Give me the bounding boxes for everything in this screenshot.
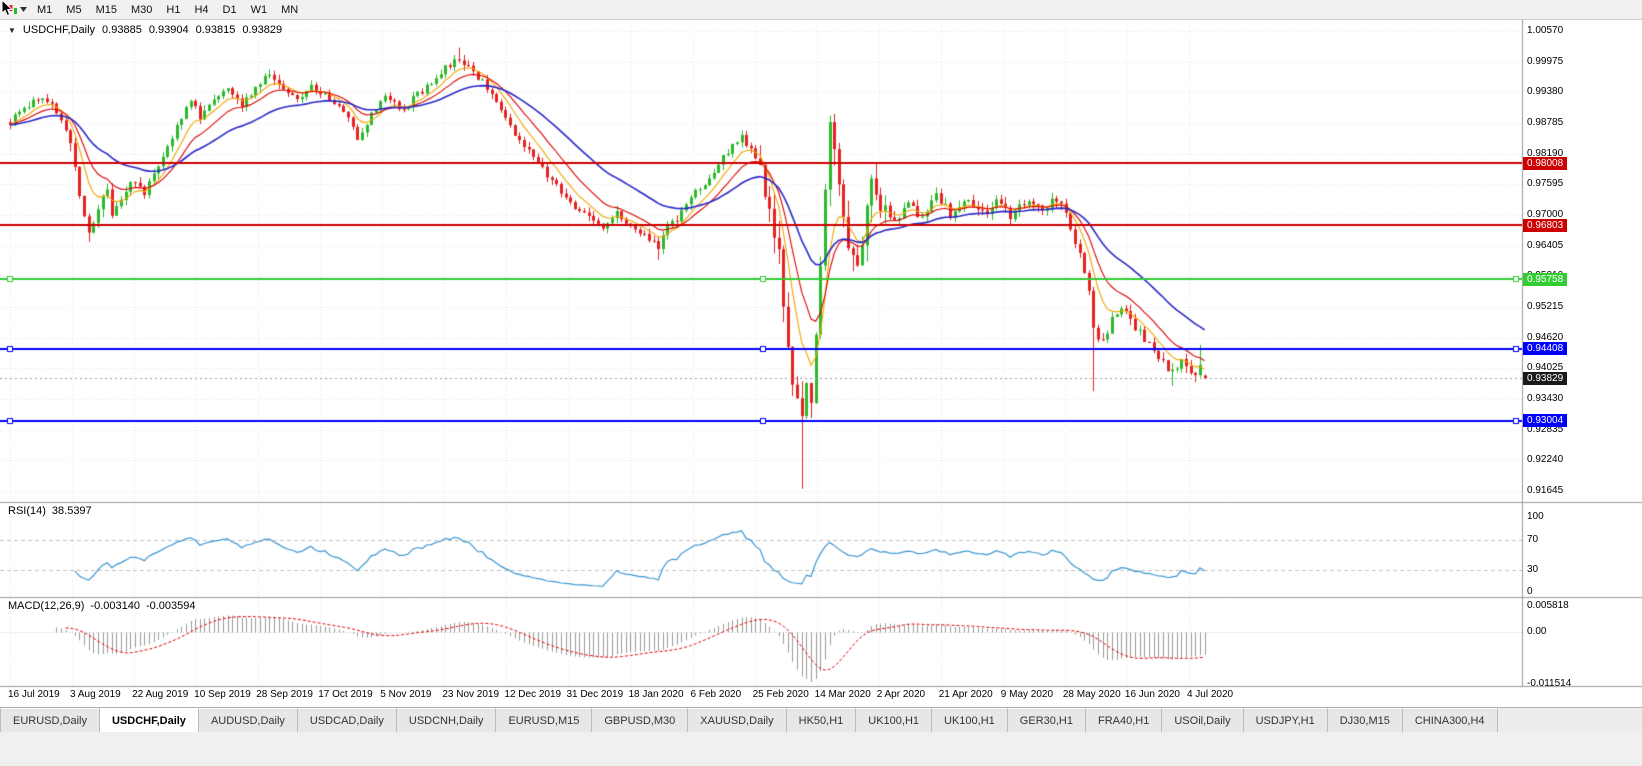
price-axis-label: 0.95215: [1527, 301, 1564, 312]
timeframe-button-w1[interactable]: W1: [250, 3, 268, 16]
ohlc-open: 0.93885: [102, 24, 142, 36]
rsi-value: 38.5397: [51, 505, 92, 517]
date-axis-label: 18 Jan 2020: [628, 689, 684, 700]
chart-tab-gbpusd-m30[interactable]: GBPUSD,M30: [592, 708, 689, 732]
chart-tab-usdcnh-daily[interactable]: USDCNH,Daily: [396, 708, 497, 732]
date-axis-label: 9 May 2020: [1000, 689, 1054, 700]
timeframe-button-m1[interactable]: M1: [37, 3, 53, 16]
chart-tab-fra40-h1[interactable]: FRA40,H1: [1086, 708, 1163, 732]
price-axis-label: 0.97000: [1527, 209, 1564, 220]
price-axis-label: 0.98190: [1527, 147, 1564, 159]
rsi-axis-label: 0: [1527, 586, 1533, 597]
chart-tab-usdjpy-h1[interactable]: USDJPY,H1: [1243, 708, 1328, 732]
rsi-axis-label: 100: [1527, 511, 1544, 522]
timeframe-button-m15[interactable]: M15: [95, 3, 117, 16]
date-axis-label: 10 Sep 2019: [194, 689, 251, 700]
macd-signal-value: -0.003594: [145, 600, 196, 612]
timeframe-button-m5[interactable]: M5: [66, 3, 82, 16]
chart-tab-uk100-h1[interactable]: UK100,H1: [932, 708, 1008, 732]
chart-tab-eurusd-daily[interactable]: EURUSD,Daily: [0, 708, 100, 732]
price-axis-label: 0.93430: [1527, 393, 1564, 404]
macd-label: MACD(12,26,9): [8, 600, 85, 612]
date-axis-label: 14 Mar 2020: [814, 689, 871, 700]
date-axis-label: 28 May 2020: [1062, 689, 1121, 700]
date-axis-label: 16 Jun 2020: [1124, 689, 1180, 700]
date-axis-label: 25 Feb 2020: [752, 689, 809, 700]
chart-symbol-period: USDCHF,Daily: [22, 24, 96, 36]
price-axis-label: 0.94620: [1527, 331, 1564, 343]
ohlc-close: 0.93829: [242, 24, 283, 36]
price-level-tag[interactable]: 0.95758: [1523, 272, 1568, 286]
price-axis-label: 0.97595: [1527, 178, 1564, 190]
date-axis-label: 4 Jul 2020: [1186, 689, 1234, 700]
date-axis-label: 17 Oct 2019: [318, 689, 373, 700]
ohlc-high: 0.93904: [148, 24, 189, 36]
price-level-tag[interactable]: 0.98008: [1523, 156, 1568, 170]
macd-main-value: -0.003140: [90, 600, 140, 612]
date-axis-label: 28 Sep 2019: [256, 689, 313, 700]
price-axis-label: 0.98785: [1527, 117, 1564, 128]
mouse-cursor: [1, 0, 14, 22]
chart-tab-audusd-daily[interactable]: AUDUSD,Daily: [198, 708, 298, 732]
date-axis-label: 2 Apr 2020: [876, 689, 926, 700]
price-axis-label: 1.00570: [1527, 25, 1564, 36]
timeframe-button-d1[interactable]: D1: [222, 3, 237, 16]
chart-tab-dj30-m15[interactable]: DJ30,M15: [1327, 708, 1403, 732]
price-axis-label: 0.92240: [1527, 454, 1564, 466]
timeframe-button-h4[interactable]: H4: [194, 3, 209, 16]
chart-tab-china300-h4[interactable]: CHINA300,H4: [1402, 708, 1498, 732]
chart-tab-ger30-h1[interactable]: GER30,H1: [1007, 708, 1086, 732]
macd-axis-label: 0.00: [1527, 626, 1547, 638]
current-price-tag: 0.93829: [1523, 371, 1568, 385]
price-axis-label: 0.94025: [1527, 362, 1564, 374]
timeframe-button-h1[interactable]: H1: [166, 3, 181, 16]
macd-indicator-header: MACD(12,26,9) -0.003140 -0.003594: [8, 600, 196, 612]
chart-tab-xauusd-daily[interactable]: XAUUSD,Daily: [688, 708, 787, 732]
timeframe-buttons: M1 M5 M15 M30 H1 H4 D1 W1 MN: [30, 3, 305, 17]
rsi-indicator-header: RSI(14) 38.5397: [8, 505, 92, 517]
rsi-label: RSI(14): [8, 505, 46, 517]
price-level-tag[interactable]: 0.94408: [1523, 342, 1568, 356]
date-axis-label: 16 Jul 2019: [8, 689, 60, 700]
chart-tab-eurusd-m15[interactable]: EURUSD,M15: [496, 708, 593, 732]
price-axis-label: 0.92835: [1527, 423, 1564, 435]
price-level-tag[interactable]: 0.93004: [1523, 414, 1568, 428]
chart-tab-usdcad-daily[interactable]: USDCAD,Daily: [297, 708, 397, 732]
price-axis-label: 0.99380: [1527, 86, 1564, 98]
date-axis-label: 22 Aug 2019: [132, 689, 189, 700]
chart-tab-usdchf-daily[interactable]: USDCHF,Daily: [99, 708, 199, 732]
chevron-down-icon: [19, 7, 27, 12]
date-axis-label: 31 Dec 2019: [566, 689, 624, 700]
rsi-axis-label: 70: [1527, 533, 1539, 545]
chart-tab-usoil-daily[interactable]: USOil,Daily: [1162, 708, 1244, 732]
chart-title: ▼ USDCHF,Daily 0.93885 0.93904 0.93815 0…: [8, 24, 282, 36]
price-level-tag[interactable]: 0.96803: [1523, 218, 1568, 232]
timeframe-button-m30[interactable]: M30: [130, 3, 153, 16]
rsi-axis-label: 30: [1527, 563, 1539, 575]
ohlc-low: 0.93815: [195, 24, 236, 36]
chart-tab-hk50-h1[interactable]: HK50,H1: [786, 708, 857, 732]
date-axis-label: 12 Dec 2019: [504, 689, 562, 700]
date-axis-label: 3 Aug 2019: [70, 689, 121, 700]
timeframe-button-mn[interactable]: MN: [281, 3, 299, 16]
macd-axis-label: -0.011514: [1527, 678, 1572, 689]
chart-tab-bar: EURUSD,Daily USDCHF,Daily AUDUSD,Daily USDC…: [0, 707, 1642, 732]
price-axis-label: 0.91645: [1527, 485, 1564, 496]
price-axis-label: 0.99975: [1527, 55, 1564, 67]
date-axis-label: 23 Nov 2019: [442, 689, 500, 700]
chart-tab-uk100-h1[interactable]: UK100,H1: [856, 708, 933, 732]
date-axis-label: 6 Feb 2020: [690, 689, 742, 700]
status-area: [0, 731, 1642, 766]
timeframe-toolbar: M1 M5 M15 M30 H1 H4 D1 W1 MN: [0, 0, 1642, 20]
date-axis-label: 5 Nov 2019: [380, 689, 432, 700]
price-axis-label: 0.96405: [1527, 239, 1564, 251]
macd-axis-label: 0.005818: [1527, 600, 1569, 611]
title-marker-icon: ▼: [8, 25, 16, 35]
date-axis-label: 21 Apr 2020: [938, 689, 993, 700]
